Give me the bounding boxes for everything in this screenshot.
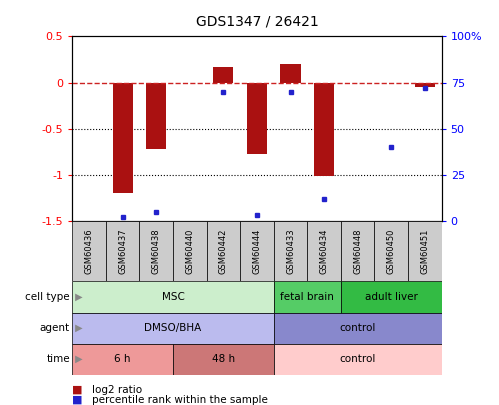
Bar [280,64,300,83]
Text: control: control [339,354,376,364]
Bar [274,343,442,375]
Bar [214,67,234,83]
Text: GSM60444: GSM60444 [252,228,261,274]
Text: control: control [339,323,376,333]
Text: MSC: MSC [162,292,185,302]
Bar [341,281,442,313]
Bar [113,83,133,193]
Text: GSM60438: GSM60438 [152,228,161,274]
Text: agent: agent [40,323,70,333]
Bar [307,221,341,281]
Text: time: time [46,354,70,364]
Bar [314,83,334,177]
Text: percentile rank within the sample: percentile rank within the sample [92,395,268,405]
Bar [240,221,274,281]
Bar [146,83,166,149]
Bar [173,221,207,281]
Text: ■: ■ [72,385,83,394]
Bar [374,221,408,281]
Bar [274,313,442,343]
Text: GSM60433: GSM60433 [286,228,295,274]
Text: GDS1347 / 26421: GDS1347 / 26421 [196,14,318,28]
Text: log2 ratio: log2 ratio [92,385,142,394]
Text: GSM60436: GSM60436 [85,228,94,274]
Bar [341,221,374,281]
Text: GSM60437: GSM60437 [118,228,127,274]
Bar [415,83,435,87]
Bar [274,221,307,281]
Text: ▶: ▶ [72,354,83,364]
Text: adult liver: adult liver [365,292,418,302]
Text: GSM60451: GSM60451 [420,228,429,274]
Bar [72,281,274,313]
Bar [72,313,274,343]
Bar [72,343,173,375]
Bar [106,221,140,281]
Bar [173,343,274,375]
Text: DMSO/BHA: DMSO/BHA [144,323,202,333]
Text: fetal brain: fetal brain [280,292,334,302]
Text: 6 h: 6 h [114,354,131,364]
Bar [408,221,442,281]
Text: GSM60440: GSM60440 [185,228,194,274]
Text: GSM60450: GSM60450 [387,228,396,274]
Text: GSM60442: GSM60442 [219,228,228,274]
Bar [207,221,240,281]
Bar [247,83,267,154]
Bar [140,221,173,281]
Bar [72,221,106,281]
Text: 48 h: 48 h [212,354,235,364]
Text: cell type: cell type [25,292,70,302]
Bar [274,281,341,313]
Text: ▶: ▶ [72,323,83,333]
Text: ▶: ▶ [72,292,83,302]
Text: GSM60448: GSM60448 [353,228,362,274]
Text: ■: ■ [72,395,83,405]
Text: GSM60434: GSM60434 [320,228,329,274]
